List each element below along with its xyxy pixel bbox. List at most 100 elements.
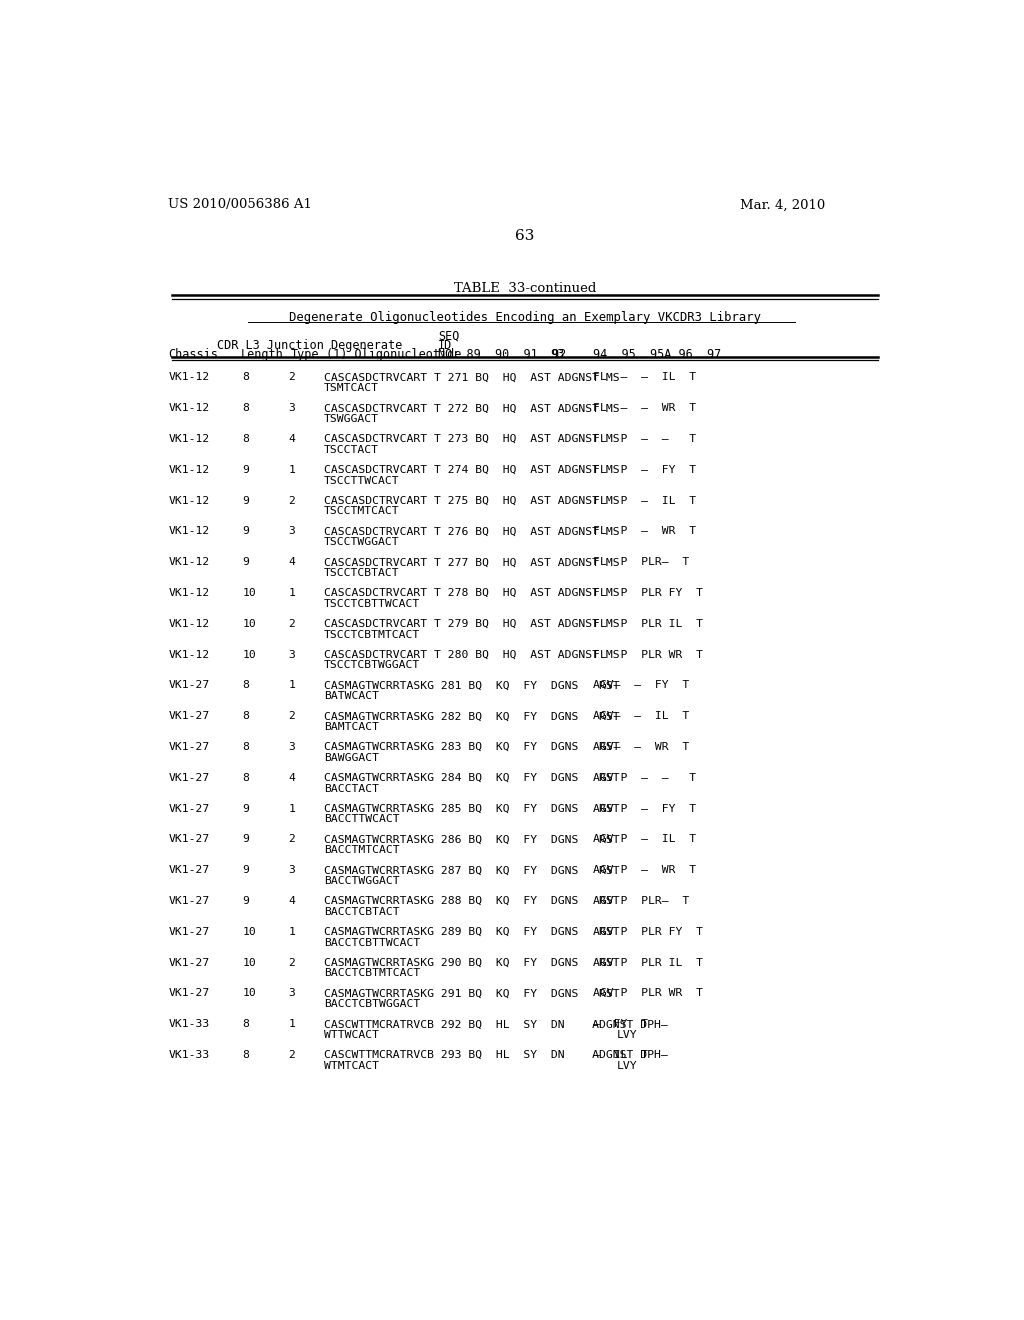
Text: 2: 2	[289, 496, 295, 506]
Text: VK1-27: VK1-27	[168, 681, 210, 690]
Text: VK1-12: VK1-12	[168, 649, 210, 660]
Text: ID: ID	[438, 339, 453, 351]
Text: CASCWTTMCRATRVCB 293 BQ  HL  SY  DN    ADGNST DPH—: CASCWTTMCRATRVCB 293 BQ HL SY DN ADGNST …	[324, 1051, 668, 1060]
Text: CASCASDCTRVCART T 273 BQ  HQ  AST ADGNST MS: CASCASDCTRVCART T 273 BQ HQ AST ADGNST M…	[324, 434, 620, 444]
Text: VK1-27: VK1-27	[168, 774, 210, 783]
Text: FL  P  PLR WR  T: FL P PLR WR T	[593, 649, 703, 660]
Text: 8: 8	[243, 404, 250, 413]
Text: 4: 4	[289, 896, 295, 906]
Text: BAWGGACT: BAWGGACT	[324, 752, 379, 763]
Text: CASCASDCTRVCART T 280 BQ  HQ  AST ADGNST MS: CASCASDCTRVCART T 280 BQ HQ AST ADGNST M…	[324, 649, 620, 660]
Text: VK1-27: VK1-27	[168, 958, 210, 968]
Text: FL  P  PLR FY  T: FL P PLR FY T	[593, 589, 703, 598]
Text: TSCCTCBTTWCACT: TSCCTCBTTWCACT	[324, 599, 420, 609]
Text: 8: 8	[243, 1051, 250, 1060]
Text: CASCASDCTRVCART T 271 BQ  HQ  AST ADGNST MS: CASCASDCTRVCART T 271 BQ HQ AST ADGNST M…	[324, 372, 620, 383]
Text: 8: 8	[243, 434, 250, 444]
Text: 9: 9	[243, 896, 250, 906]
Text: 2: 2	[289, 958, 295, 968]
Text: 4: 4	[289, 434, 295, 444]
Text: FL  P  —  WR  T: FL P — WR T	[593, 527, 696, 536]
Text: VK1-12: VK1-12	[168, 434, 210, 444]
Text: CASCASDCTRVCART T 278 BQ  HQ  AST ADGNST MS: CASCASDCTRVCART T 278 BQ HQ AST ADGNST M…	[324, 589, 620, 598]
Text: TABLE  33-continued: TABLE 33-continued	[454, 281, 596, 294]
Text: CASCASDCTRVCART T 277 BQ  HQ  AST ADGNST MS: CASCASDCTRVCART T 277 BQ HQ AST ADGNST M…	[324, 557, 620, 568]
Text: CASMAGTWCRRTASKG 283 BQ  KQ  FY  DGNS   RST: CASMAGTWCRRTASKG 283 BQ KQ FY DGNS RST	[324, 742, 620, 752]
Text: VK1-12: VK1-12	[168, 557, 210, 568]
Text: BAMTCACT: BAMTCACT	[324, 722, 379, 733]
Text: 8: 8	[243, 774, 250, 783]
Text: 9: 9	[243, 866, 250, 875]
Text: —  FY  T: — FY T	[593, 1019, 648, 1030]
Text: WTMTCACT: WTMTCACT	[324, 1061, 379, 1071]
Text: 3: 3	[289, 989, 295, 998]
Text: VK1-33: VK1-33	[168, 1051, 210, 1060]
Text: 94  95  95A 96  97: 94 95 95A 96 97	[593, 348, 721, 360]
Text: 8: 8	[243, 372, 250, 383]
Text: Mar. 4, 2010: Mar. 4, 2010	[740, 198, 825, 211]
Text: CASCASDCTRVCART T 272 BQ  HQ  AST ADGNST MS: CASCASDCTRVCART T 272 BQ HQ AST ADGNST M…	[324, 404, 620, 413]
Text: FL  P  —  —   T: FL P — — T	[593, 434, 696, 444]
Text: 10: 10	[243, 958, 256, 968]
Text: 8: 8	[243, 742, 250, 752]
Text: CASMAGTWCRRTASKG 281 BQ  KQ  FY  DGNS   RST: CASMAGTWCRRTASKG 281 BQ KQ FY DGNS RST	[324, 681, 620, 690]
Text: BACCTCBTACT: BACCTCBTACT	[324, 907, 399, 917]
Text: WTTWCACT: WTTWCACT	[324, 1030, 379, 1040]
Text: TSCCTCBTACT: TSCCTCBTACT	[324, 568, 399, 578]
Text: (1) Oligonucleotide: (1) Oligonucleotide	[326, 348, 461, 360]
Text: CDR L3 Junction Degenerate: CDR L3 Junction Degenerate	[217, 339, 402, 351]
Text: VK1-27: VK1-27	[168, 866, 210, 875]
Text: 1: 1	[289, 681, 295, 690]
Text: FL  P  PLR—  T: FL P PLR— T	[593, 557, 689, 568]
Text: CASMAGTWCRRTASKG 288 BQ  KQ  FY  DGNS   RST: CASMAGTWCRRTASKG 288 BQ KQ FY DGNS RST	[324, 896, 620, 906]
Text: AGV P  PLR FY  T: AGV P PLR FY T	[593, 927, 703, 937]
Text: VK1-27: VK1-27	[168, 742, 210, 752]
Text: TSCCTTWCACT: TSCCTTWCACT	[324, 475, 399, 486]
Text: BACCTCBTWGGACT: BACCTCBTWGGACT	[324, 999, 420, 1010]
Text: VK1-27: VK1-27	[168, 711, 210, 721]
Text: AGV P  PLR—  T: AGV P PLR— T	[593, 896, 689, 906]
Text: 3: 3	[289, 649, 295, 660]
Text: AGV P  —  WR  T: AGV P — WR T	[593, 866, 696, 875]
Text: VK1-27: VK1-27	[168, 989, 210, 998]
Text: CASMAGTWCRRTASKG 285 BQ  KQ  FY  DGNS   RST: CASMAGTWCRRTASKG 285 BQ KQ FY DGNS RST	[324, 804, 620, 813]
Text: NO: 89  90  91  92: NO: 89 90 91 92	[438, 348, 566, 360]
Text: CASMAGTWCRRTASKG 282 BQ  KQ  FY  DGNS   RST: CASMAGTWCRRTASKG 282 BQ KQ FY DGNS RST	[324, 711, 620, 721]
Text: VK1-12: VK1-12	[168, 619, 210, 628]
Text: Length: Length	[241, 348, 283, 360]
Text: 10: 10	[243, 927, 256, 937]
Text: 2: 2	[289, 1051, 295, 1060]
Text: CASMAGTWCRRTASKG 289 BQ  KQ  FY  DGNS   RST: CASMAGTWCRRTASKG 289 BQ KQ FY DGNS RST	[324, 927, 620, 937]
Text: VK1-12: VK1-12	[168, 496, 210, 506]
Text: VK1-12: VK1-12	[168, 465, 210, 475]
Text: AGV—  —  WR  T: AGV— — WR T	[593, 742, 689, 752]
Text: 2: 2	[289, 834, 295, 845]
Text: VK1-12: VK1-12	[168, 404, 210, 413]
Text: VK1-27: VK1-27	[168, 896, 210, 906]
Text: TSCCTWGGACT: TSCCTWGGACT	[324, 537, 399, 548]
Text: FL  P  —  IL  T: FL P — IL T	[593, 496, 696, 506]
Text: VK1-33: VK1-33	[168, 1019, 210, 1030]
Text: 8: 8	[243, 681, 250, 690]
Text: AGV—  —  FY  T: AGV— — FY T	[593, 681, 689, 690]
Text: FL  P  PLR IL  T: FL P PLR IL T	[593, 619, 703, 628]
Text: AGV P  —  —   T: AGV P — — T	[593, 774, 696, 783]
Text: —  IL  T: — IL T	[593, 1051, 648, 1060]
Text: VK1-12: VK1-12	[168, 589, 210, 598]
Text: 9: 9	[243, 465, 250, 475]
Text: 1: 1	[289, 804, 295, 813]
Text: 9: 9	[243, 527, 250, 536]
Text: BACCTACT: BACCTACT	[324, 784, 379, 793]
Text: VK1-12: VK1-12	[168, 372, 210, 383]
Text: CASMAGTWCRRTASKG 284 BQ  KQ  FY  DGNS   RST: CASMAGTWCRRTASKG 284 BQ KQ FY DGNS RST	[324, 774, 620, 783]
Text: 2: 2	[289, 711, 295, 721]
Text: TSCCTCBTWGGACT: TSCCTCBTWGGACT	[324, 660, 420, 671]
Text: 9: 9	[243, 804, 250, 813]
Text: US 2010/0056386 A1: US 2010/0056386 A1	[168, 198, 312, 211]
Text: TSMTCACT: TSMTCACT	[324, 383, 379, 393]
Text: 63: 63	[515, 230, 535, 243]
Text: 9: 9	[243, 496, 250, 506]
Text: CASMAGTWCRRTASKG 290 BQ  KQ  FY  DGNS   RST: CASMAGTWCRRTASKG 290 BQ KQ FY DGNS RST	[324, 958, 620, 968]
Text: AGV P  PLR WR  T: AGV P PLR WR T	[593, 989, 703, 998]
Text: 4: 4	[289, 774, 295, 783]
